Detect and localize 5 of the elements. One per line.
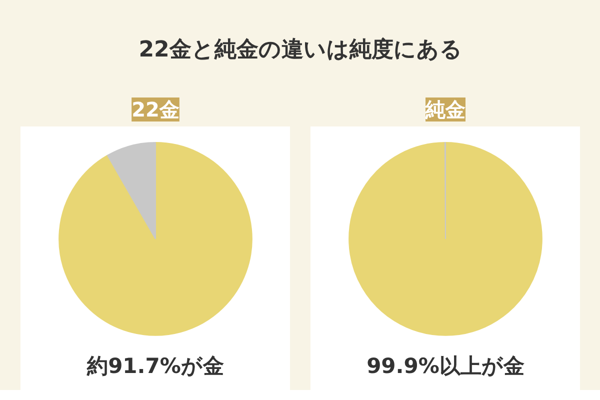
text: 22金と純金の違いは純度にある xyxy=(138,36,462,62)
text: 約91.7%が金 xyxy=(86,354,224,378)
chart-title: 純金 xyxy=(424,98,466,122)
chart-title: 22金 xyxy=(132,98,180,122)
text: 99.9%以上が金 xyxy=(366,354,524,378)
